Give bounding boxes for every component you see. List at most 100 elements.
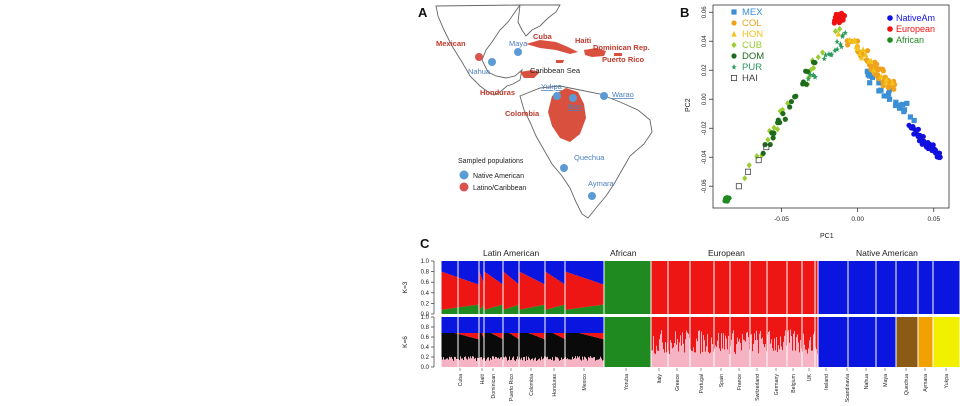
admixture-bar — [549, 331, 551, 360]
admixture-bar — [849, 261, 851, 314]
data-point — [785, 100, 791, 107]
admixture-bar — [469, 305, 471, 314]
admixture-bar — [628, 261, 630, 314]
admixture-bar — [725, 261, 727, 314]
admixture-bar — [730, 261, 732, 314]
legend-label: COL — [742, 18, 762, 29]
admixture-bar — [926, 261, 928, 314]
admixture-bar — [584, 307, 586, 314]
admixture-bar — [835, 317, 837, 367]
admixture-bar — [626, 261, 628, 314]
admixture-bar — [501, 305, 503, 314]
admixture-bar — [487, 273, 489, 309]
admixture-bar — [715, 261, 717, 314]
admixture-bar — [864, 261, 866, 314]
admixture-bar — [596, 261, 598, 283]
admixture-bar — [531, 333, 533, 335]
admixture-bar — [777, 351, 779, 367]
admixture-bar — [735, 261, 737, 314]
admixture-bar — [806, 261, 808, 314]
admixture-bar — [516, 333, 518, 338]
admixture-bar — [671, 317, 673, 343]
admixture-bar — [532, 307, 534, 314]
admixture-bar — [688, 261, 690, 314]
admixture-bar — [615, 261, 617, 314]
admixture-bar — [824, 317, 826, 367]
admixture-bar — [512, 261, 514, 280]
admixture-bar — [675, 261, 677, 314]
marker-mexican — [475, 53, 483, 61]
admixture-bar — [774, 261, 776, 314]
admixture-bar — [524, 308, 526, 314]
admixture-bar — [570, 273, 572, 310]
admixture-bar — [535, 261, 537, 280]
marker-nahua — [488, 58, 496, 66]
admixture-bar — [589, 261, 591, 280]
population-label: Honduras — [552, 374, 558, 397]
legend-swatch — [887, 26, 893, 32]
data-point — [883, 75, 890, 82]
map-legend: Sampled populations Native American Lati… — [458, 158, 526, 192]
admixture-bar — [538, 281, 540, 306]
admixture-bar — [556, 333, 558, 335]
admixture-bar — [602, 338, 604, 361]
admixture-bar — [780, 317, 782, 337]
data-point — [810, 71, 816, 78]
admixture-bar — [466, 261, 468, 281]
legend-title: Sampled populations — [458, 158, 524, 165]
admixture-bar — [529, 307, 531, 314]
site-label: Nahua — [468, 67, 491, 76]
admixture-bar — [543, 333, 545, 339]
admixture-bar — [448, 359, 450, 367]
admixture-bar — [715, 317, 717, 346]
data-point — [765, 136, 771, 143]
admixture-bar — [465, 279, 467, 307]
admixture-bar — [757, 261, 759, 314]
admixture-bar — [752, 317, 754, 352]
admixture-bar — [651, 350, 653, 367]
pca-panel: B -0.05 0.00 0.05-0.06-0.04-0.020.000.020.… — [680, 4, 950, 240]
admixture-bar — [499, 358, 501, 367]
admixture-bar — [557, 306, 559, 314]
admixture-bar — [459, 277, 461, 308]
admixture-bar — [872, 261, 874, 314]
admixture-bar — [458, 358, 460, 367]
admixture-bar — [889, 317, 891, 367]
admixture-bar — [635, 261, 637, 314]
admixture-bar — [513, 306, 515, 314]
y-tick-label: 0.04 — [702, 35, 708, 47]
admixture-bar — [450, 274, 452, 309]
admixture-bar — [506, 274, 508, 309]
data-point — [787, 104, 793, 110]
admixture-bar — [467, 261, 469, 281]
admixture-bar — [462, 306, 464, 314]
admixture-bar — [576, 317, 578, 333]
admixture-bar — [853, 261, 855, 314]
admixture-bar — [458, 333, 460, 334]
admixture-bar — [944, 317, 946, 367]
admixture-bar — [803, 261, 805, 314]
admixture-bar — [498, 261, 500, 282]
admixture-bar — [489, 261, 491, 276]
admixture-bar — [747, 317, 749, 332]
admixture-bar — [660, 317, 662, 335]
admixture-bar — [803, 317, 805, 334]
admixture-bar — [755, 261, 757, 314]
admixture-bar — [575, 261, 577, 275]
admixture-bar — [664, 352, 666, 367]
admixture-bar — [690, 349, 692, 367]
admixture-bar — [922, 261, 924, 314]
admixture-bar — [947, 317, 949, 367]
admixture-bar — [907, 261, 909, 314]
admixture-bar — [694, 261, 696, 314]
admixture-bar — [575, 356, 577, 367]
admixture-bar — [530, 360, 532, 367]
admixture-bar — [542, 261, 544, 284]
admixture-bar — [941, 261, 943, 314]
admixture-bar — [744, 340, 746, 367]
admixture-bar — [684, 261, 686, 314]
admixture-bar — [581, 277, 583, 308]
admixture-bar — [776, 261, 778, 314]
admixture-bar — [682, 317, 684, 333]
admixture-bar — [731, 261, 733, 314]
